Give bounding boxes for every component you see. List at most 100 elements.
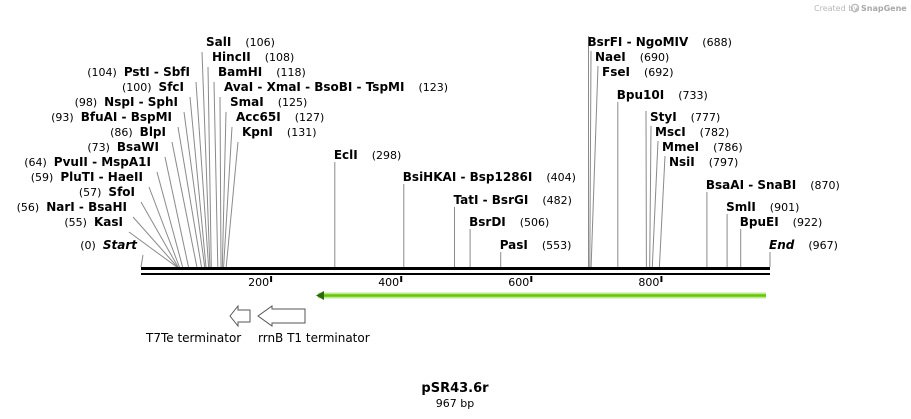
- cut-site-name-bamhi[interactable]: BamHI: [218, 65, 262, 79]
- cut-site-position-pvuii: (64): [24, 156, 47, 169]
- rrnb-t1-terminator-label: rrnB T1 terminator: [258, 331, 370, 345]
- cut-site-name-pasi[interactable]: PasI: [500, 238, 528, 252]
- cut-site-leader-bamhi: [213, 81, 219, 268]
- cut-site-position-pluti: (59): [31, 171, 54, 184]
- cut-site-name-psti[interactable]: PstI - SbfI: [124, 65, 190, 79]
- cut-site-position-nari: (56): [17, 201, 40, 214]
- cut-site-leader-nari: [132, 216, 178, 268]
- cut-site-leader-hincii: [207, 66, 212, 268]
- cut-site-name-kasi[interactable]: KasI: [94, 215, 123, 229]
- cut-site-position-acc65i: (127): [295, 111, 325, 124]
- cut-site-position-start: (0): [80, 239, 96, 252]
- cut-site-leader-psti: [195, 81, 210, 268]
- cut-site-leader-bfuai: [177, 126, 202, 268]
- cut-site-name-pvuii[interactable]: PvuII - MspA1I: [54, 155, 151, 169]
- cut-site-name-msci[interactable]: MscI: [655, 125, 686, 139]
- cut-site-name-naei[interactable]: NaeI: [595, 50, 626, 64]
- cut-site-position-styi: (777): [691, 111, 721, 124]
- cut-site-position-psti: (104): [87, 66, 117, 79]
- rrnb-t1-terminator-arrow-icon[interactable]: [257, 305, 306, 327]
- cut-site-name-bsrfi[interactable]: BsrFI - NgoMIV: [588, 35, 689, 49]
- cut-site-name-start[interactable]: Start: [103, 238, 138, 252]
- cut-site-position-blpi: (86): [110, 126, 133, 139]
- cut-site-name-smli[interactable]: SmlI: [726, 200, 756, 214]
- scale-tick-label-200: 200: [248, 276, 269, 289]
- credit-prefix: Created by: [814, 4, 858, 13]
- cut-site-name-bpu10i[interactable]: Bpu10I: [617, 88, 664, 102]
- cut-site-name-mmei[interactable]: MmeI: [662, 140, 699, 154]
- cut-site-leader-mmei: [651, 140, 659, 268]
- cut-site-leader-nsii: [658, 155, 666, 268]
- cut-site-name-nsii[interactable]: NsiI: [669, 155, 695, 169]
- cut-site-name-nspi[interactable]: NspI - SphI: [104, 95, 178, 109]
- cut-site-name-bfuai[interactable]: BfuAI - BspMI: [81, 110, 172, 124]
- cut-site-position-kpni: (131): [287, 126, 317, 139]
- cut-site-position-tati: (482): [542, 194, 572, 207]
- cut-site-name-sali[interactable]: SalI: [206, 35, 231, 49]
- cut-site-name-sfoi[interactable]: SfoI: [108, 185, 135, 199]
- t7te-terminator-arrow-icon[interactable]: [229, 304, 251, 328]
- cut-site-position-bsihkai: (404): [546, 171, 576, 184]
- cut-site-name-ecli[interactable]: EclI: [334, 148, 358, 162]
- cut-site-position-bpu10i: (733): [678, 89, 708, 102]
- cut-site-position-smli: (901): [770, 201, 800, 214]
- cut-site-position-end: (967): [808, 239, 838, 252]
- cut-site-position-bsrdi: (506): [520, 216, 550, 229]
- cut-site-leader-sfci: [189, 96, 207, 268]
- cut-site-leader-naei: [589, 50, 592, 268]
- cut-site-position-pasi: (553): [542, 239, 572, 252]
- cut-site-position-hincii: (108): [265, 51, 295, 64]
- cut-site-name-tati[interactable]: TatI - BsrGI: [454, 193, 529, 207]
- cut-site-position-fsei: (692): [644, 66, 674, 79]
- cut-site-name-sfci[interactable]: SfcI: [159, 80, 184, 94]
- plasmid-name: pSR43.6r: [421, 381, 489, 396]
- cut-site-name-styi[interactable]: StyI: [650, 110, 677, 124]
- cut-site-name-kpni[interactable]: KpnI: [242, 125, 273, 139]
- cut-site-position-bsrfi: (688): [702, 36, 732, 49]
- scale-tick-label-600: 600: [508, 276, 529, 289]
- cut-site-position-bpuei: (922): [793, 216, 823, 229]
- cut-site-position-bsawi: (73): [87, 141, 110, 154]
- cut-site-position-avai: (123): [418, 81, 448, 94]
- cut-site-name-nari[interactable]: NarI - BsaHI: [46, 200, 127, 214]
- cut-site-name-fsei[interactable]: FseI: [602, 65, 630, 79]
- cut-site-position-bfuai: (93): [51, 111, 74, 124]
- cut-site-position-smai: (125): [278, 96, 308, 109]
- cut-site-labels: Start (0) KasI (55) NarI - BsaHI (56) SfoI (57)…: [17, 35, 840, 252]
- cut-site-leader-fsei: [590, 65, 599, 268]
- plasmid-length: 967 bp: [436, 397, 474, 410]
- cut-site-name-acc65i[interactable]: Acc65I: [236, 110, 281, 124]
- cut-site-name-pluti[interactable]: PluTI - HaeII: [60, 170, 143, 184]
- cut-site-name-blpi[interactable]: BlpI: [140, 125, 166, 139]
- cut-site-position-kasi: (55): [64, 216, 87, 229]
- cut-site-position-nspi: (98): [75, 96, 98, 109]
- cut-site-position-mmei: (786): [713, 141, 743, 154]
- cut-site-leader-sali: [201, 51, 211, 268]
- scale-tick-label-400: 400: [378, 276, 399, 289]
- cut-site-name-bsaai[interactable]: BsaAI - SnaBI: [706, 178, 796, 192]
- snapgene-logo-icon: [850, 3, 860, 13]
- cut-site-name-smai[interactable]: SmaI: [230, 95, 264, 109]
- cut-site-leader-kasi: [128, 231, 178, 268]
- t7te-terminator-label: T7Te terminator: [145, 331, 241, 345]
- cut-site-leader-msci: [649, 125, 652, 268]
- cut-site-position-bsaai: (870): [810, 179, 840, 192]
- cut-site-position-ecli: (298): [372, 149, 402, 162]
- cut-site-leader-pvuii: [156, 171, 184, 268]
- cut-site-name-bpuei[interactable]: BpuEI: [740, 215, 779, 229]
- cut-site-name-bsawi[interactable]: BsaWI: [117, 140, 159, 154]
- scale-ticks: 200 400 600 800: [248, 276, 663, 289]
- cut-site-name-avai[interactable]: AvaI - XmaI - BsoBI - TspMI: [224, 80, 404, 94]
- cut-site-leader-smai: [221, 111, 227, 268]
- credit-brand: SnapGene: [861, 4, 907, 13]
- scale-tick-label-800: 800: [638, 276, 659, 289]
- cut-site-leaders: [128, 36, 771, 268]
- cut-site-name-bsrdi[interactable]: BsrDI: [469, 215, 506, 229]
- cut-site-position-naei: (690): [640, 51, 670, 64]
- cut-site-name-hincii[interactable]: HincII: [212, 50, 251, 64]
- cut-site-name-end[interactable]: End: [769, 238, 795, 252]
- cut-site-name-bsihkai[interactable]: BsiHKAI - Bsp1286I: [403, 170, 533, 184]
- cut-site-leader-bsawi: [164, 156, 189, 268]
